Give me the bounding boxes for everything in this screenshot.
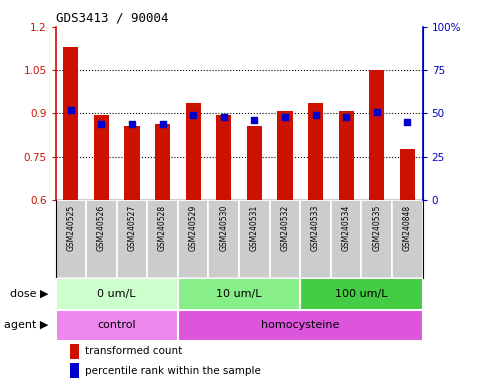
Point	[128, 121, 136, 127]
Bar	[339, 111, 354, 200]
Bar	[369, 70, 384, 200]
Bar	[392, 200, 423, 278]
Bar	[56, 310, 178, 341]
Bar	[209, 200, 239, 278]
Text: GSM240528: GSM240528	[158, 205, 167, 251]
Bar	[117, 200, 147, 278]
Bar	[94, 115, 109, 200]
Point	[373, 109, 381, 115]
Bar	[147, 200, 178, 278]
Bar	[125, 126, 140, 200]
Text: GSM240530: GSM240530	[219, 205, 228, 251]
Point	[67, 107, 75, 113]
Bar	[178, 310, 423, 341]
Text: percentile rank within the sample: percentile rank within the sample	[85, 366, 261, 376]
Bar	[400, 149, 415, 200]
Text: GDS3413 / 90004: GDS3413 / 90004	[56, 11, 168, 24]
Text: 10 um/L: 10 um/L	[216, 289, 262, 299]
Bar	[216, 115, 231, 200]
Bar	[56, 200, 86, 278]
Bar	[63, 47, 78, 200]
Text: GSM240534: GSM240534	[341, 205, 351, 251]
Text: agent ▶: agent ▶	[4, 320, 48, 330]
Bar	[300, 278, 423, 310]
Text: GSM240848: GSM240848	[403, 205, 412, 251]
Text: transformed count: transformed count	[85, 346, 182, 356]
Text: GSM240533: GSM240533	[311, 205, 320, 251]
Bar	[185, 103, 201, 200]
Point	[220, 114, 227, 120]
Text: GSM240535: GSM240535	[372, 205, 381, 251]
Point	[342, 114, 350, 120]
Bar	[331, 200, 361, 278]
Text: GSM240529: GSM240529	[189, 205, 198, 251]
Point	[159, 121, 167, 127]
Text: 0 um/L: 0 um/L	[98, 289, 136, 299]
Point	[251, 117, 258, 123]
Text: control: control	[98, 320, 136, 330]
Text: GSM240527: GSM240527	[128, 205, 137, 251]
Bar	[70, 363, 79, 378]
Bar	[178, 200, 209, 278]
Point	[189, 112, 197, 118]
Bar	[308, 103, 323, 200]
Bar	[56, 278, 178, 310]
Point	[281, 114, 289, 120]
Text: GSM240526: GSM240526	[97, 205, 106, 251]
Text: homocysteine: homocysteine	[261, 320, 340, 330]
Bar	[155, 124, 170, 200]
Point	[98, 121, 105, 127]
Bar	[70, 344, 79, 359]
Bar	[361, 200, 392, 278]
Text: GSM240532: GSM240532	[281, 205, 289, 251]
Point	[312, 112, 319, 118]
Text: GSM240525: GSM240525	[66, 205, 75, 251]
Bar	[277, 111, 293, 200]
Text: GSM240531: GSM240531	[250, 205, 259, 251]
Bar	[270, 200, 300, 278]
Bar	[178, 278, 300, 310]
Text: 100 um/L: 100 um/L	[335, 289, 388, 299]
Bar	[239, 200, 270, 278]
Bar	[300, 200, 331, 278]
Bar	[86, 200, 117, 278]
Point	[403, 119, 411, 125]
Text: dose ▶: dose ▶	[10, 289, 48, 299]
Bar	[247, 126, 262, 200]
